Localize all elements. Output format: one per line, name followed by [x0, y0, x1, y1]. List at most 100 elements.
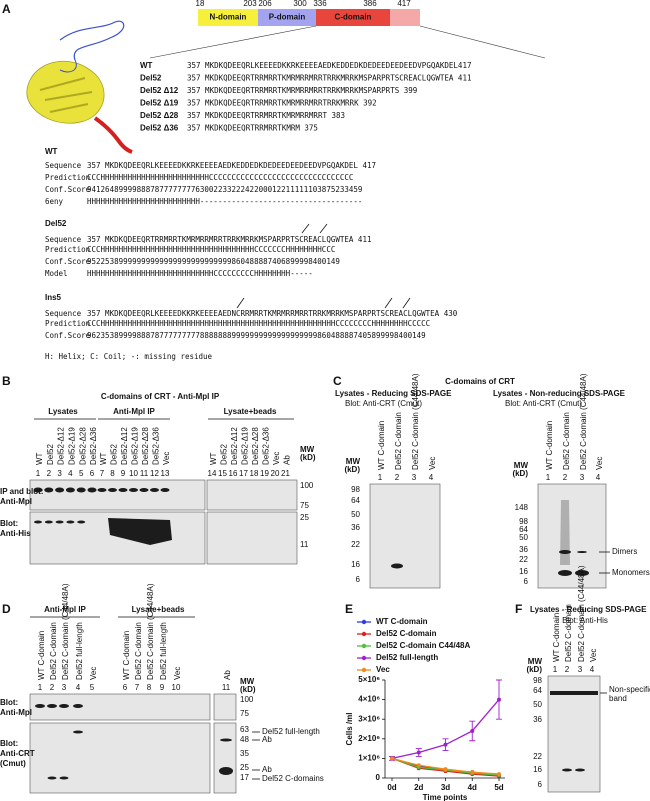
mw-marker: 64 — [351, 496, 360, 505]
blot-crt-ab — [213, 722, 237, 794]
lane-label: WT — [209, 452, 218, 465]
variant-name: Del52 Δ28 — [140, 111, 179, 120]
domain-position: 386 — [363, 0, 377, 8]
lane-number: 5 — [79, 469, 84, 478]
lane-label: WT — [35, 452, 44, 465]
row-label: Prediction — [45, 319, 90, 328]
band — [73, 730, 83, 734]
panel-title: C-domains of CRT - Anti-Mpl IP — [101, 392, 220, 401]
lane-number: 11 — [222, 683, 231, 692]
legend-marker — [361, 643, 367, 649]
lane-number: 1 — [546, 473, 551, 482]
row-label: Conf.Score — [45, 331, 91, 340]
lane-number: 10 — [172, 683, 181, 692]
domain-position: 336 — [313, 0, 327, 8]
point — [470, 728, 475, 733]
band — [47, 776, 57, 780]
mw-marker: 75 — [240, 709, 249, 718]
band — [220, 738, 232, 742]
row-text: 357 MKDKQDEEQRLKEEEEDKKRKEEEEAEDNCRRMRRT… — [87, 309, 458, 318]
y-tick-label: 2×10⁶ — [358, 734, 380, 743]
lane-number: 10 — [129, 469, 138, 478]
band — [575, 570, 589, 576]
group-label: Lysates — [48, 407, 78, 416]
point — [443, 767, 448, 772]
lane-number: 5 — [90, 683, 95, 692]
lane-label: Vec — [595, 457, 604, 470]
mw-marker: 22 — [351, 540, 360, 549]
lane-label: Del52 C-domain (C44/48A) — [146, 583, 155, 680]
band — [59, 704, 69, 708]
section-title: WT — [45, 147, 58, 156]
lane-label: Del52-Δ28 — [251, 427, 260, 465]
row-text: CCCHHHHHHHHHHHHHHHHHHHHHHHHHHHHHHHHHHHHH… — [87, 319, 430, 328]
row-label: Blot: — [0, 739, 18, 748]
lane-label: Ab — [283, 455, 292, 465]
lane-label: Del52 C-domain (C44/48A) — [411, 373, 420, 470]
lane-label: Del52 full-length — [75, 622, 84, 680]
variant-name: Del52 Δ19 — [140, 99, 179, 108]
band — [108, 518, 172, 545]
mw-marker: 64 — [519, 525, 528, 534]
lane-number: 4 — [590, 665, 595, 674]
lane-label: Del52 full-length — [159, 622, 168, 680]
lane-number: 8 — [110, 469, 115, 478]
mw-marker: 16 — [533, 765, 542, 774]
panel-label: D — [2, 602, 11, 616]
band — [559, 550, 571, 554]
x-axis-label: Time points — [423, 793, 468, 801]
mw-label: (kD) — [300, 453, 316, 462]
legend-marker — [361, 619, 367, 625]
annotation: Ab — [262, 735, 272, 744]
band — [550, 691, 598, 695]
lane-label: Del52 C-domain — [394, 412, 403, 470]
row-label: IP and blot: — [0, 487, 43, 496]
lane-number: 2 — [563, 473, 568, 482]
variant-sequence: 357 MKDKQDEEQRTRRMRRTKMRMRRMRRTRRKMRRK 3… — [187, 99, 377, 108]
mw-marker: 25 — [300, 513, 309, 522]
band — [575, 768, 585, 772]
lane-label: Del52 C-domain — [564, 604, 573, 662]
variant-sequence: 357 MKDKQDEEQRTRRMRRTKMRMRRMRRTRRKMRRKMS… — [187, 74, 471, 83]
annotation: Non-specific — [609, 685, 650, 694]
variant-name: Del52 — [140, 74, 162, 83]
annotation: Del52 C-domains — [262, 774, 324, 783]
point — [416, 750, 421, 755]
mw-marker: 98 — [351, 485, 360, 494]
lane-number: 1 — [553, 665, 558, 674]
lane-number: 3 — [62, 683, 67, 692]
panel-label: B — [2, 374, 11, 388]
annotation: band — [609, 694, 627, 703]
lane-number: 4 — [76, 683, 81, 692]
band — [129, 488, 138, 492]
mw-label: (kD) — [240, 685, 256, 694]
blot-label: Blot: Anti-CRT (Cmut) — [505, 399, 582, 408]
annotation: Dimers — [612, 547, 637, 556]
band — [139, 488, 149, 492]
row-label: Conf.Score — [45, 185, 91, 194]
row-label: Blot: — [0, 519, 18, 528]
lane-number: 2 — [565, 665, 570, 674]
lane-number: 6 — [90, 469, 95, 478]
variant-name: WT — [140, 61, 153, 70]
lane-label: Del52-Δ36 — [262, 427, 271, 465]
panel-title: C-domains of CRT — [445, 377, 515, 386]
protein-structure — [26, 20, 133, 154]
group-label: Lysate+beads — [132, 605, 185, 614]
lane-label: Vec — [428, 457, 437, 470]
mw-marker: 22 — [533, 752, 542, 761]
lane-number: 1 — [378, 473, 383, 482]
mw-marker: 36 — [533, 715, 542, 724]
row-text: 357 MKDKQDEEQRLKEEEEDKKRKEEEEAEDKEDDEDKD… — [87, 161, 376, 170]
variant-name: Del52 Δ36 — [140, 124, 179, 133]
mw-marker: 6 — [538, 780, 543, 789]
group-label: Anti-Mpl IP — [113, 407, 155, 416]
lane-label: WT C-domain — [545, 421, 554, 470]
band — [562, 768, 572, 772]
legend-text: H: Helix; C: Coil; -: missing residue — [45, 352, 213, 361]
variant-sequence: 357 MKDKQDEEQRTRRMRRTKMRMRRMRRTRRKMRRKMS… — [187, 86, 417, 95]
lane-label: Del52 C-domain — [134, 622, 143, 680]
row-label: Sequence — [45, 309, 82, 318]
lane-number: 13 — [161, 469, 170, 478]
row-text: 9412648999988878777777776300223322242200… — [87, 185, 362, 194]
